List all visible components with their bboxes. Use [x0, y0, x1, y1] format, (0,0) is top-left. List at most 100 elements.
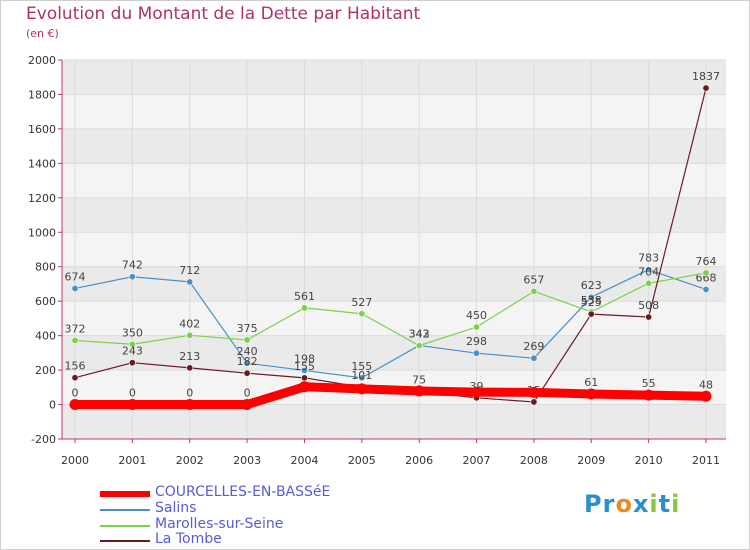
grid-band	[62, 197, 726, 233]
data-point	[358, 310, 366, 318]
data-point	[471, 386, 483, 398]
data-point	[587, 293, 595, 301]
data-label: 527	[351, 296, 372, 309]
data-label: 704	[638, 265, 659, 278]
data-point	[69, 399, 81, 411]
data-label: 243	[122, 345, 143, 358]
y-tick-label: 1000	[28, 226, 56, 239]
data-point	[473, 349, 481, 357]
data-point	[186, 364, 194, 372]
y-tick-label: -200	[31, 433, 56, 446]
data-label: 372	[65, 322, 86, 335]
legend-item-la-tombe: La Tombe	[100, 531, 360, 548]
data-label: 213	[179, 350, 200, 363]
legend-swatch	[100, 540, 150, 542]
data-point	[530, 354, 538, 362]
data-point	[126, 399, 138, 411]
data-label: 75	[412, 374, 426, 387]
chart-subtitle: (en €)	[26, 27, 59, 40]
data-point	[128, 273, 136, 281]
data-point	[186, 331, 194, 339]
data-label: 764	[696, 255, 717, 268]
data-label: 0	[72, 387, 79, 400]
data-label: 240	[237, 345, 258, 358]
data-label: 343	[409, 327, 430, 340]
data-point	[645, 313, 653, 321]
y-tick-label: 2000	[28, 54, 56, 67]
data-point	[71, 374, 79, 382]
grid-band	[62, 404, 726, 439]
data-label: 0	[129, 387, 136, 400]
data-label: 623	[581, 279, 602, 292]
data-label: 269	[523, 340, 544, 353]
data-label: 155	[294, 360, 315, 373]
data-point	[243, 336, 251, 344]
data-point	[71, 284, 79, 292]
data-label: 668	[696, 271, 717, 284]
data-point	[300, 304, 308, 312]
x-tick-label: 2005	[348, 454, 376, 467]
x-tick-label: 2001	[118, 454, 146, 467]
data-label: 561	[294, 290, 315, 303]
x-tick-label: 2006	[405, 454, 433, 467]
plot-area	[62, 60, 726, 439]
data-point	[700, 390, 712, 402]
data-label: 155	[351, 360, 372, 373]
legend-label: La Tombe	[155, 531, 222, 547]
x-tick-label: 2003	[233, 454, 261, 467]
series-line	[74, 272, 707, 347]
data-label: 0	[244, 387, 251, 400]
data-point	[128, 340, 136, 348]
data-label: 55	[642, 377, 656, 390]
legend-item-marolles: Marolles-sur-Seine	[100, 516, 360, 533]
data-label: 61	[584, 376, 598, 389]
data-point	[71, 336, 79, 344]
data-point	[473, 323, 481, 331]
legend-label: COURCELLES-EN-BASSéE	[155, 484, 331, 500]
legend-swatch	[100, 525, 150, 527]
data-label: 783	[638, 252, 659, 265]
legend-item-courcelles: COURCELLES-EN-BASSéE	[100, 484, 360, 501]
data-label: 375	[237, 322, 258, 335]
y-tick-label: 1200	[28, 192, 56, 205]
grid-band	[62, 335, 726, 371]
data-label: 156	[65, 360, 86, 373]
legend-label: Marolles-sur-Seine	[155, 516, 284, 532]
legend-swatch	[100, 509, 150, 511]
data-label: 1837	[692, 70, 720, 83]
chart-title: Evolution du Montant de la Dette par Hab…	[26, 4, 421, 24]
data-label: 0	[186, 387, 193, 400]
legend-item-salins: Salins	[100, 500, 360, 517]
data-label: 342	[409, 328, 430, 341]
x-tick-label: 2010	[635, 454, 663, 467]
x-tick-label: 2011	[692, 454, 720, 467]
y-tick-label: 1400	[28, 157, 56, 170]
data-point	[530, 398, 538, 406]
data-point	[298, 381, 310, 393]
data-point	[585, 388, 597, 400]
data-point	[241, 399, 253, 411]
data-point	[184, 399, 196, 411]
series-line	[74, 269, 707, 379]
data-label: 450	[466, 309, 487, 322]
data-label: 657	[523, 273, 544, 286]
data-point	[587, 310, 595, 318]
proxiti-logo: Proxiti	[584, 490, 681, 518]
y-tick-label: 0	[49, 399, 56, 412]
y-tick-label: 200	[35, 364, 56, 377]
grid-band	[62, 60, 726, 95]
data-point	[413, 385, 425, 397]
data-label: 48	[699, 378, 713, 391]
data-label: 350	[122, 326, 143, 339]
data-point	[702, 269, 710, 277]
x-tick-label: 2000	[61, 454, 89, 467]
grid-band	[62, 128, 726, 164]
data-point	[702, 285, 710, 293]
series-line	[70, 382, 711, 410]
data-point	[243, 369, 251, 377]
data-point	[300, 366, 308, 374]
data-label: 508	[638, 299, 659, 312]
x-tick-label: 2008	[520, 454, 548, 467]
data-point	[186, 278, 194, 286]
